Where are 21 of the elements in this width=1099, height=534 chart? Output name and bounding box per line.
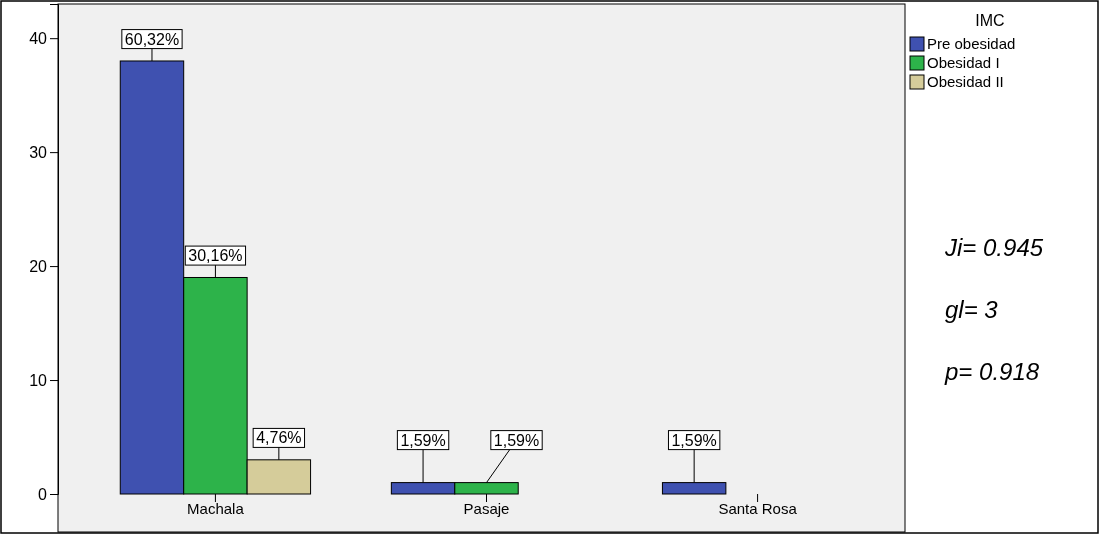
y-tick-label: 40 (29, 29, 48, 47)
annotation: 1,59% (671, 431, 717, 449)
legend-label: Obesidad I (927, 54, 1000, 71)
y-tick-label: 20 (29, 257, 48, 275)
legend-label: Obesidad II (927, 73, 1004, 90)
y-tick-label: 0 (38, 485, 48, 503)
annotation: 30,16% (188, 247, 243, 265)
legend-label: Pre obesidad (927, 35, 1016, 52)
x-tick-label: Pasaje (463, 500, 510, 517)
text: p= 0.918 (944, 358, 1040, 385)
annotation: 4,76% (256, 429, 302, 447)
y-tick-label: 10 (29, 371, 48, 389)
annotation: 1,59% (493, 431, 540, 449)
legend-title: IMC (975, 12, 1005, 29)
x-tick-label: Machala (187, 500, 245, 517)
annotation: 1,59% (400, 431, 446, 449)
text: Ji= 0.945 (944, 234, 1044, 261)
y-tick-label: 30 (29, 143, 48, 161)
text: gl= 3 (945, 296, 999, 323)
annotation: 60,32% (124, 30, 180, 48)
x-tick-label: Santa Rosa (718, 500, 798, 517)
